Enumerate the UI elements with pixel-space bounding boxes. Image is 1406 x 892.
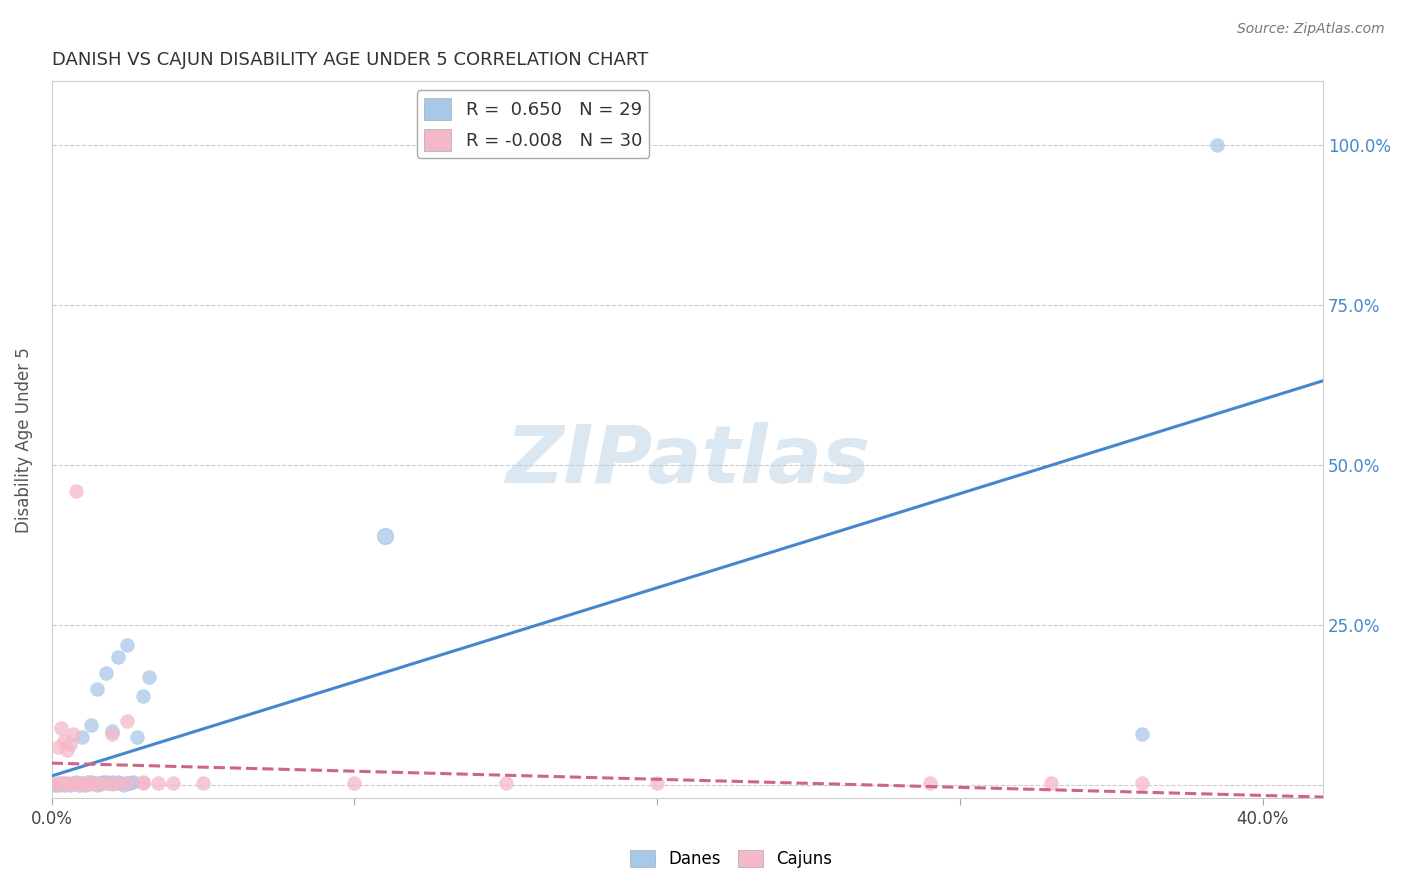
Point — [44, 777, 66, 791]
Point — [80, 776, 103, 790]
Point — [131, 775, 153, 789]
Point — [1206, 138, 1229, 153]
Point — [77, 775, 100, 789]
Point — [86, 682, 108, 697]
Point — [56, 777, 79, 791]
Legend: Danes, Cajuns: Danes, Cajuns — [623, 843, 839, 875]
Point — [117, 776, 139, 790]
Point — [131, 776, 153, 790]
Point — [101, 723, 124, 738]
Point — [44, 778, 66, 792]
Point — [89, 776, 111, 790]
Point — [62, 776, 84, 790]
Y-axis label: Disability Age Under 5: Disability Age Under 5 — [15, 347, 32, 533]
Point — [122, 775, 145, 789]
Point — [56, 743, 79, 757]
Point — [89, 777, 111, 791]
Point — [110, 776, 132, 790]
Point — [107, 775, 129, 789]
Point — [83, 777, 105, 791]
Point — [59, 777, 82, 791]
Point — [49, 776, 72, 790]
Legend: R =  0.650   N = 29, R = -0.008   N = 30: R = 0.650 N = 29, R = -0.008 N = 30 — [416, 90, 650, 158]
Point — [52, 776, 75, 790]
Point — [49, 777, 72, 791]
Point — [62, 776, 84, 790]
Point — [49, 721, 72, 735]
Point — [117, 638, 139, 652]
Point — [120, 776, 142, 790]
Point — [117, 714, 139, 729]
Point — [70, 776, 93, 790]
Point — [112, 778, 135, 792]
Point — [77, 777, 100, 791]
Point — [65, 483, 87, 498]
Point — [1039, 776, 1062, 790]
Point — [67, 776, 90, 790]
Point — [83, 776, 105, 790]
Point — [96, 775, 118, 789]
Point — [107, 776, 129, 790]
Point — [162, 776, 184, 790]
Point — [131, 689, 153, 703]
Point — [65, 775, 87, 789]
Point — [96, 666, 118, 681]
Point — [343, 776, 366, 790]
Point — [73, 778, 96, 792]
Point — [117, 776, 139, 790]
Point — [138, 669, 160, 683]
Point — [107, 650, 129, 665]
Point — [46, 739, 69, 754]
Point — [96, 776, 118, 790]
Point — [59, 778, 82, 792]
Point — [125, 731, 148, 745]
Point — [101, 777, 124, 791]
Point — [495, 776, 517, 790]
Point — [46, 776, 69, 790]
Point — [98, 776, 121, 790]
Point — [70, 731, 93, 745]
Point — [101, 727, 124, 741]
Point — [1130, 776, 1153, 790]
Point — [73, 776, 96, 790]
Point — [46, 778, 69, 792]
Point — [101, 775, 124, 789]
Point — [80, 717, 103, 731]
Point — [52, 778, 75, 792]
Point — [91, 775, 114, 789]
Point — [65, 777, 87, 791]
Point — [56, 776, 79, 790]
Point — [374, 529, 396, 543]
Point — [52, 733, 75, 747]
Point — [104, 776, 127, 790]
Point — [70, 777, 93, 791]
Text: DANISH VS CAJUN DISABILITY AGE UNDER 5 CORRELATION CHART: DANISH VS CAJUN DISABILITY AGE UNDER 5 C… — [52, 51, 648, 69]
Text: ZIPatlas: ZIPatlas — [505, 422, 870, 500]
Point — [86, 778, 108, 792]
Point — [59, 737, 82, 751]
Point — [645, 776, 668, 790]
Point — [80, 775, 103, 789]
Point — [1130, 727, 1153, 741]
Point — [191, 776, 214, 790]
Text: Source: ZipAtlas.com: Source: ZipAtlas.com — [1237, 22, 1385, 37]
Point — [67, 778, 90, 792]
Point — [86, 776, 108, 790]
Point — [62, 727, 84, 741]
Point — [146, 776, 169, 790]
Point — [918, 776, 941, 790]
